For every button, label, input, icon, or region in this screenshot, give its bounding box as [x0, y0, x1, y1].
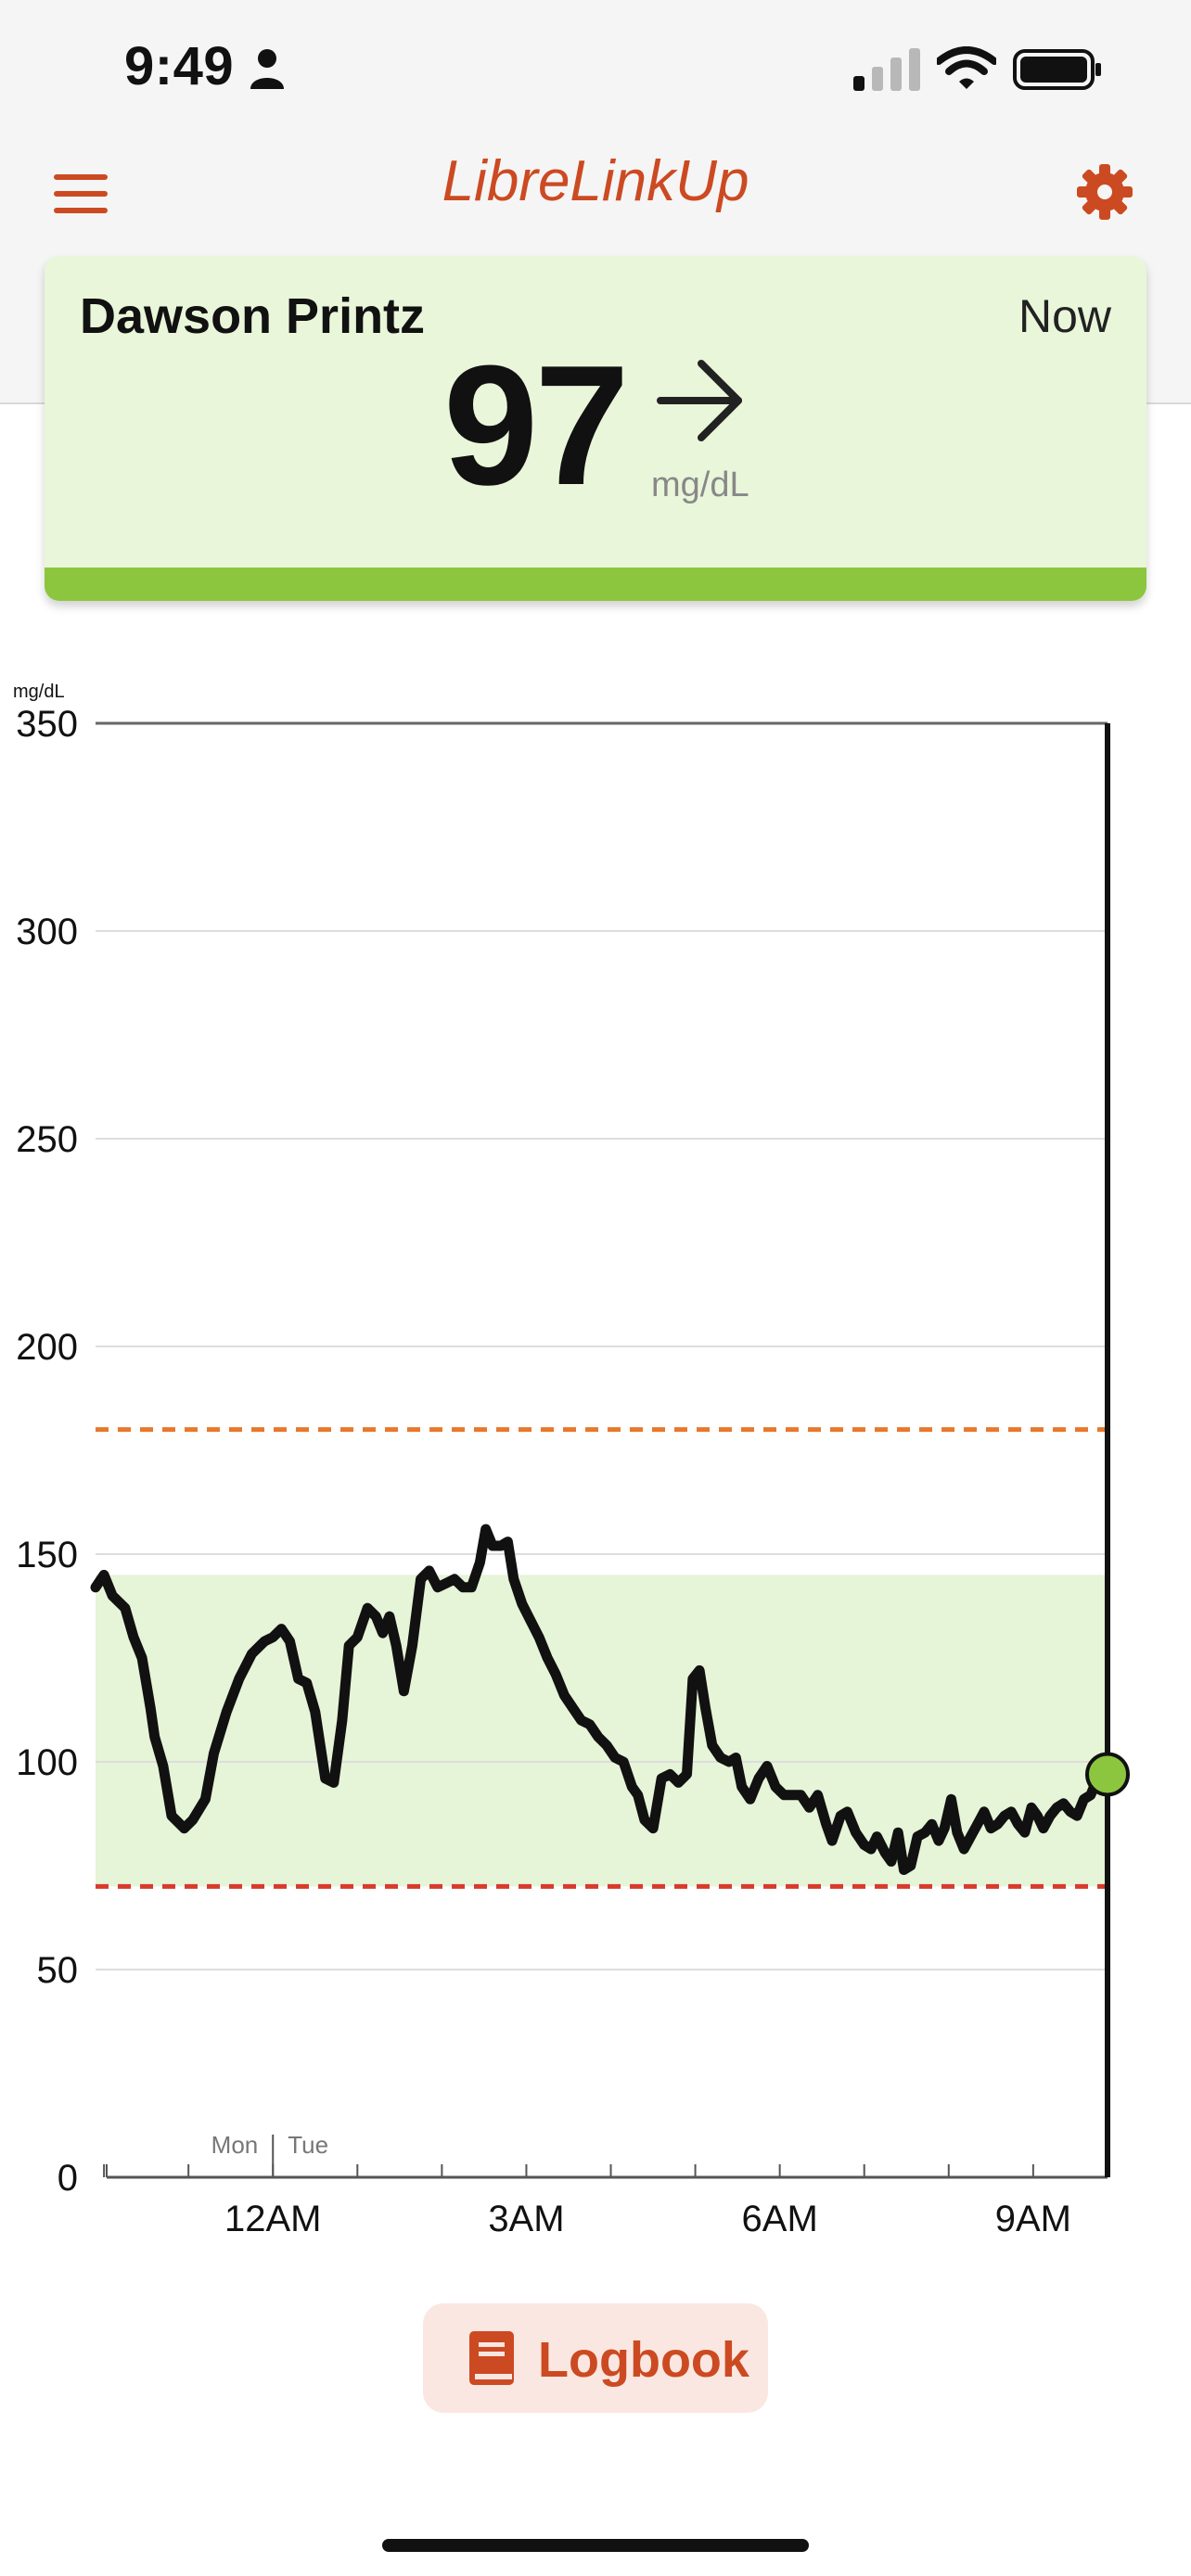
patient-glucose-card[interactable]: Dawson Printz Now 97 mg/dL: [45, 256, 1146, 601]
x-tick-label: 12AM: [224, 2199, 322, 2239]
logbook-label: Logbook: [538, 2332, 749, 2388]
y-tick-label: 250: [16, 1119, 78, 1160]
x-tick-label: 9AM: [995, 2199, 1071, 2239]
home-indicator[interactable]: [382, 2539, 809, 2552]
current-reading-dot: [1085, 1752, 1130, 1797]
app-title: LibreLinkUp: [442, 149, 749, 213]
glucose-status-strip: [45, 567, 1146, 601]
book-icon: [469, 2331, 514, 2385]
reading-time-label: Now: [1018, 290, 1111, 342]
y-tick-label: 50: [37, 1950, 79, 1991]
day-label-prev: Mon: [211, 2131, 259, 2159]
y-tick-label: 150: [16, 1535, 78, 1575]
person-icon: [250, 49, 284, 89]
logbook-button[interactable]: Logbook: [423, 2303, 768, 2413]
gear-icon[interactable]: [1076, 163, 1133, 221]
status-bar: [0, 0, 1191, 139]
cellular-signal-icon: [853, 48, 920, 91]
status-time: 9:49: [124, 36, 235, 96]
wifi-icon: [937, 46, 996, 89]
trend-arrow-right-icon: [657, 360, 742, 441]
y-tick-label: 300: [16, 912, 78, 952]
y-tick-label: 350: [16, 704, 78, 745]
hamburger-menu-icon[interactable]: [54, 172, 113, 217]
y-tick-label: 200: [16, 1327, 78, 1368]
x-tick-label: 3AM: [488, 2199, 564, 2239]
y-axis-unit-label: mg/dL: [13, 682, 65, 702]
battery-icon: [1013, 49, 1101, 90]
day-label-current: Tue: [288, 2131, 328, 2159]
y-tick-label: 100: [16, 1742, 78, 1783]
glucose-unit: mg/dL: [651, 465, 749, 504]
patient-name: Dawson Printz: [80, 288, 426, 344]
glucose-trace: [90, 1524, 1113, 1875]
glucose-value: 97: [443, 329, 630, 520]
x-tick-label: 6AM: [742, 2199, 818, 2239]
y-tick-label: 0: [58, 2158, 78, 2199]
